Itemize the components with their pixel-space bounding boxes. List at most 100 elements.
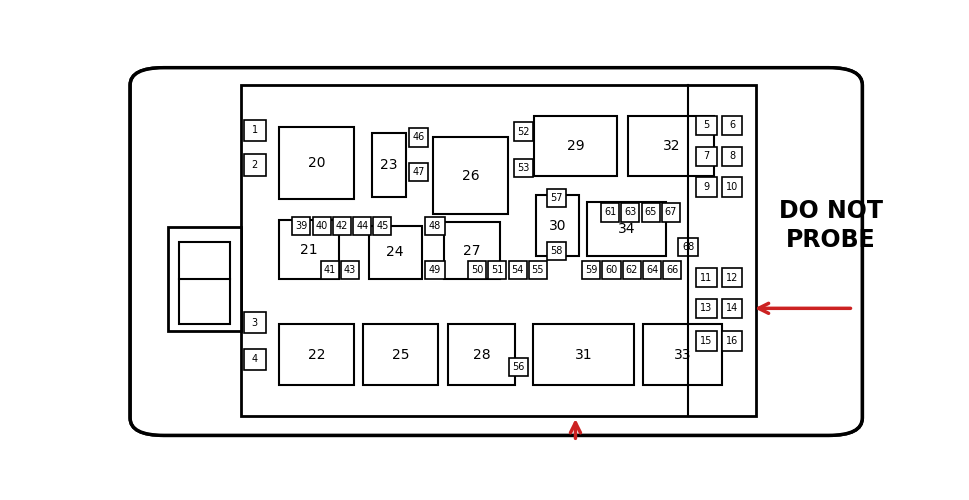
Bar	[643, 324, 722, 386]
Bar	[409, 163, 428, 182]
Text: DO NOT
PROBE: DO NOT PROBE	[779, 198, 883, 252]
Bar	[697, 332, 717, 350]
Text: 67: 67	[665, 208, 677, 218]
Bar	[533, 324, 634, 386]
Text: 44: 44	[356, 221, 368, 231]
Bar	[621, 203, 640, 222]
Text: 31: 31	[575, 348, 592, 362]
Text: 13: 13	[701, 304, 712, 314]
Bar	[697, 298, 717, 318]
Text: 66: 66	[667, 265, 678, 275]
Text: 54: 54	[512, 265, 524, 275]
Bar	[643, 261, 661, 280]
Text: 33: 33	[673, 348, 691, 362]
Bar	[341, 261, 359, 280]
Bar	[697, 268, 717, 287]
Bar	[279, 128, 354, 198]
Bar	[697, 116, 717, 135]
Text: 60: 60	[606, 265, 617, 275]
Text: 53: 53	[517, 163, 530, 173]
Bar	[509, 261, 527, 280]
Text: 24: 24	[387, 246, 404, 260]
Text: 27: 27	[463, 244, 481, 258]
Bar	[425, 216, 445, 235]
Text: 32: 32	[663, 138, 680, 152]
Bar	[536, 194, 579, 256]
Text: 29: 29	[567, 138, 584, 152]
Bar	[697, 178, 717, 197]
Bar	[514, 159, 533, 178]
Bar	[243, 349, 266, 370]
Bar	[488, 261, 507, 280]
Bar	[628, 116, 714, 176]
Bar	[529, 261, 547, 280]
Text: 64: 64	[646, 265, 658, 275]
Text: 68: 68	[682, 242, 694, 252]
Text: 11: 11	[701, 272, 712, 282]
Bar	[722, 178, 742, 197]
Text: 26: 26	[461, 168, 479, 182]
Bar	[662, 203, 680, 222]
Bar	[722, 146, 742, 166]
Text: 52: 52	[517, 126, 530, 136]
Bar	[448, 324, 516, 386]
Text: 49: 49	[429, 265, 441, 275]
Bar	[353, 216, 371, 235]
Bar	[243, 120, 266, 141]
Text: 63: 63	[624, 208, 637, 218]
Bar	[641, 203, 660, 222]
Bar	[279, 220, 339, 280]
Text: 23: 23	[380, 158, 397, 172]
Text: 6: 6	[729, 120, 735, 130]
Bar	[678, 238, 698, 256]
Text: 65: 65	[644, 208, 657, 218]
Bar	[587, 202, 667, 256]
Text: 55: 55	[532, 265, 545, 275]
Text: 5: 5	[703, 120, 709, 130]
Bar	[372, 133, 406, 196]
Bar	[168, 228, 241, 332]
Text: 61: 61	[604, 208, 616, 218]
Bar	[373, 216, 391, 235]
Text: 39: 39	[296, 221, 307, 231]
Bar	[179, 242, 230, 324]
FancyBboxPatch shape	[132, 69, 860, 434]
Bar	[425, 261, 445, 280]
Bar	[444, 222, 500, 280]
FancyBboxPatch shape	[130, 68, 862, 436]
Bar	[722, 268, 742, 287]
Bar	[433, 137, 508, 214]
Text: 3: 3	[252, 318, 258, 328]
Text: 14: 14	[726, 304, 738, 314]
Bar	[313, 216, 330, 235]
Bar	[241, 85, 756, 416]
Text: 45: 45	[376, 221, 389, 231]
Text: 51: 51	[491, 265, 504, 275]
Text: 59: 59	[585, 265, 598, 275]
Text: 20: 20	[307, 156, 326, 170]
Bar	[363, 324, 438, 386]
Bar	[664, 261, 681, 280]
Bar	[293, 216, 310, 235]
Text: 25: 25	[391, 348, 409, 362]
Text: 47: 47	[413, 167, 424, 177]
Bar	[468, 261, 486, 280]
Bar	[582, 261, 600, 280]
Bar	[623, 261, 641, 280]
Text: 9: 9	[703, 182, 709, 192]
Text: 43: 43	[344, 265, 357, 275]
Text: 46: 46	[413, 132, 424, 142]
Text: 42: 42	[335, 221, 348, 231]
Text: 16: 16	[726, 336, 738, 346]
Bar	[722, 298, 742, 318]
Text: 2: 2	[252, 160, 258, 170]
Text: 57: 57	[550, 193, 563, 203]
Text: 4: 4	[252, 354, 258, 364]
Bar	[547, 242, 567, 260]
Text: 41: 41	[324, 265, 336, 275]
Bar	[697, 146, 717, 166]
Text: 56: 56	[513, 362, 524, 372]
Bar	[722, 116, 742, 135]
Bar	[409, 128, 428, 146]
Bar	[509, 358, 528, 376]
